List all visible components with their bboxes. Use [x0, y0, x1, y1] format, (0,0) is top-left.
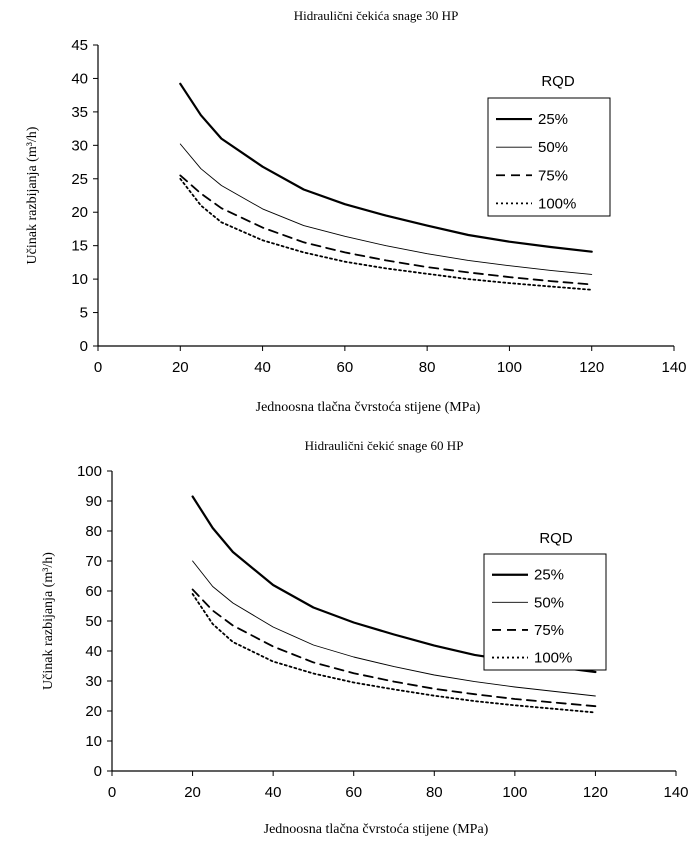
legend-label-rqd-50: 50% [534, 594, 564, 611]
y-tick-label: 10 [85, 733, 102, 750]
y-tick-label: 100 [77, 463, 102, 480]
y-axis-label: Učinak razbijanja (m³/h) [25, 126, 40, 264]
y-tick-label: 35 [71, 104, 88, 121]
x-tick-label: 120 [583, 784, 608, 801]
y-tick-label: 30 [71, 137, 88, 154]
series-line-rqd-50 [179, 143, 593, 275]
chart-title: Hidraulični čekić snage 60 HP [305, 438, 464, 453]
legend-title: RQD [539, 530, 573, 547]
legend-label-rqd-75: 75% [534, 622, 564, 639]
x-tick-label: 20 [172, 359, 189, 376]
x-tick-label: 40 [265, 784, 282, 801]
legend-label-rqd-25: 25% [538, 111, 568, 128]
series-line-rqd-100 [179, 177, 593, 291]
x-tick-label: 140 [663, 784, 688, 801]
chart-2: Hidraulični čekić snage 60 HP 0 10 20 30 40 50… [41, 438, 689, 837]
x-tick-label: 0 [94, 359, 102, 376]
y-tick-label: 5 [80, 305, 88, 322]
series-line-rqd-75 [191, 588, 597, 708]
x-tick-label: 80 [419, 359, 436, 376]
x-axis-label: Jednoosna tlačna čvrstoća stijene (MPa) [256, 400, 481, 415]
legend-label-rqd-100: 100% [534, 650, 572, 667]
y-tick-label: 90 [85, 493, 102, 510]
x-tick-label: 0 [108, 784, 116, 801]
legend-label-rqd-25: 25% [534, 567, 564, 584]
y-tick-label: 25 [71, 171, 88, 188]
legend-box [483, 553, 607, 671]
legend-label-rqd-75: 75% [538, 167, 568, 184]
chart-title: Hidraulični čekića snage 30 HP [294, 8, 459, 23]
x-tick-label: 40 [254, 359, 271, 376]
y-tick-label: 80 [85, 523, 102, 540]
y-tick-label: 20 [71, 204, 88, 221]
y-tick-label: 40 [85, 643, 102, 660]
series-line-rqd-50 [192, 560, 596, 697]
chart-1: Hidraulični čekića snage 30 HP 0 5 10 15 20 25… [25, 8, 687, 415]
legend-box [487, 97, 611, 217]
series-line-rqd-100 [191, 593, 597, 714]
y-tick-label: 45 [71, 37, 88, 54]
x-axis-label: Jednoosna tlačna čvrstoća stijene (MPa) [264, 822, 489, 837]
y-tick-label: 70 [85, 553, 102, 570]
x-tick-label: 80 [426, 784, 443, 801]
y-tick-label: 0 [94, 763, 102, 780]
legend-title: RQD [541, 73, 575, 90]
x-tick-label: 120 [579, 359, 604, 376]
series-line-rqd-25 [179, 82, 593, 253]
y-tick-label: 15 [71, 238, 88, 255]
y-tick-label: 50 [85, 613, 102, 630]
x-tick-label: 60 [337, 359, 354, 376]
y-tick-label: 60 [85, 583, 102, 600]
y-tick-label: 10 [71, 271, 88, 288]
y-tick-label: 0 [80, 338, 88, 355]
x-tick-label: 140 [661, 359, 686, 376]
y-tick-label: 30 [85, 673, 102, 690]
y-axis-label: Učinak razbijanja (m³/h) [41, 552, 56, 690]
y-tick-label: 20 [85, 703, 102, 720]
x-tick-label: 60 [345, 784, 362, 801]
y-tick-label: 40 [71, 70, 88, 87]
x-tick-label: 20 [184, 784, 201, 801]
legend-label-rqd-50: 50% [538, 139, 568, 156]
legend-label-rqd-100: 100% [538, 195, 576, 212]
series-line-rqd-75 [179, 174, 593, 286]
x-tick-label: 100 [497, 359, 522, 376]
x-tick-label: 100 [502, 784, 527, 801]
